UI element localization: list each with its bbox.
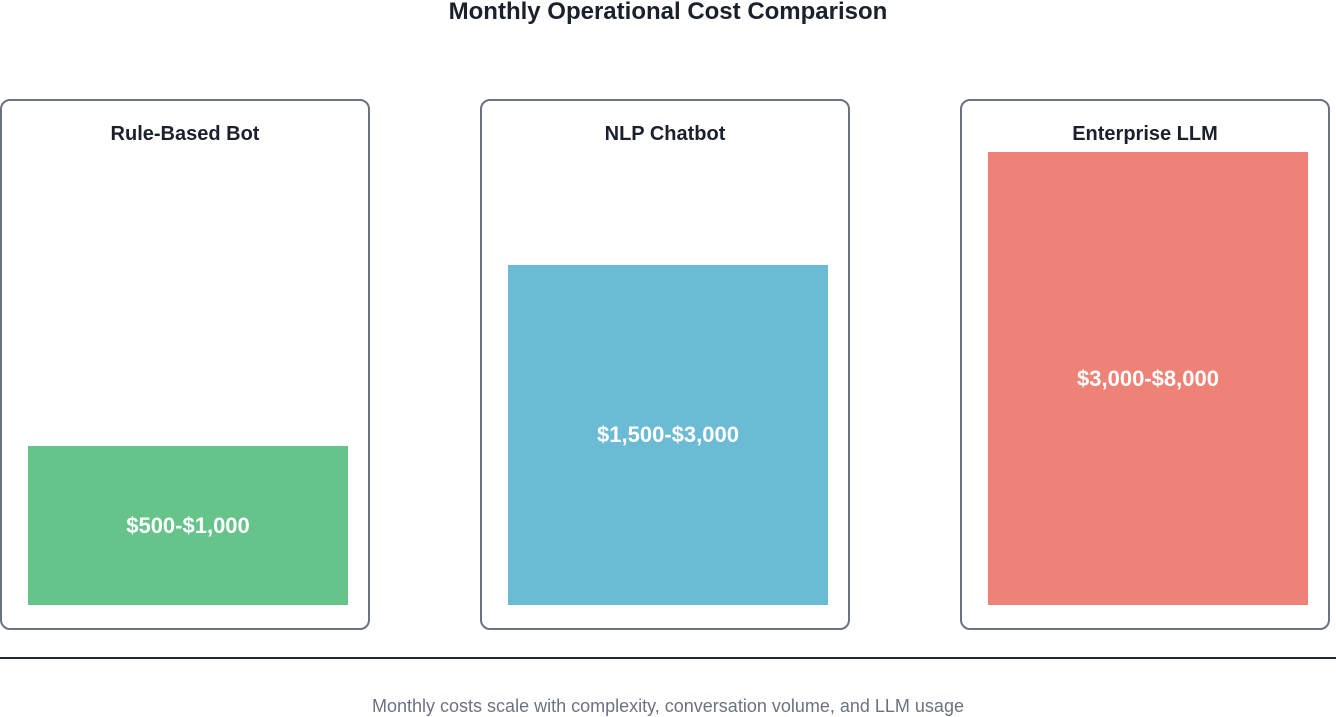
bar-nlp-chatbot: $1,500-$3,000 <box>508 265 828 605</box>
panel-enterprise-llm: Enterprise LLM $3,000-$8,000 <box>960 99 1330 630</box>
bar-value-label: $1,500-$3,000 <box>597 422 739 447</box>
chart-title: Monthly Operational Cost Comparison <box>448 0 888 25</box>
bar-rule-based-bot: $500-$1,000 <box>28 446 348 605</box>
panel-title: Rule-Based Bot <box>110 123 260 145</box>
panel-rule-based-bot: Rule-Based Bot $500-$1,000 <box>0 99 370 630</box>
panel-nlp-chatbot: NLP Chatbot $1,500-$3,000 <box>480 99 850 630</box>
bar-value-label: $3,000-$8,000 <box>1077 365 1219 391</box>
panel-title: NLP Chatbot <box>604 123 726 145</box>
baseline <box>0 657 1336 659</box>
panel-title: Enterprise LLM <box>1072 123 1218 145</box>
bar-enterprise-llm: $3,000-$8,000 <box>988 152 1308 605</box>
chart-footer: Monthly costs scale with complexity, con… <box>372 696 964 716</box>
bar-value-label: $500-$1,000 <box>126 512 250 538</box>
